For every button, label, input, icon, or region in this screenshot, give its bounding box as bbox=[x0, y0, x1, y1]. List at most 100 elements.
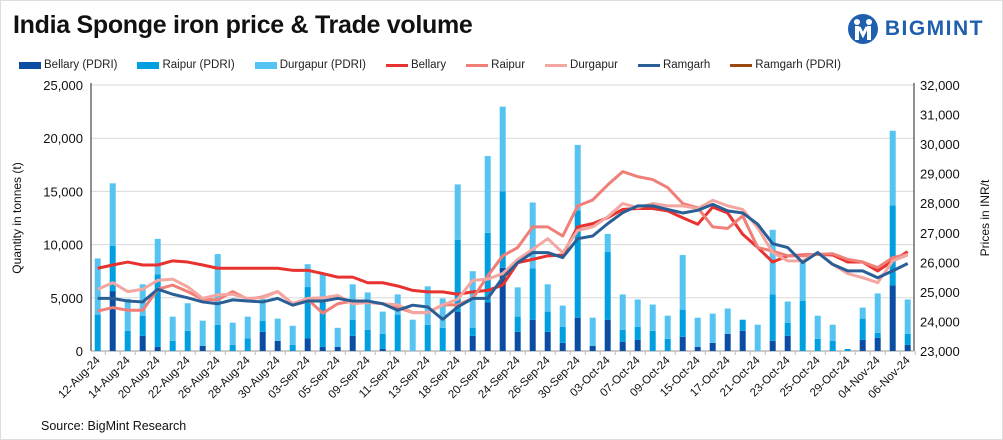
legend-label: Bellary bbox=[410, 59, 447, 71]
chart-title: India Sponge iron price & Trade volume bbox=[13, 11, 473, 39]
bigmint-logo-icon bbox=[847, 14, 878, 44]
legend-item: Durgapur bbox=[545, 59, 618, 71]
bar-durgapur-pdri bbox=[214, 254, 221, 325]
y-right-tick-label: 29,000 bbox=[920, 167, 960, 182]
bar-raipur-pdri bbox=[454, 239, 461, 312]
legend-swatch bbox=[637, 63, 660, 67]
bar-bellary-pdri bbox=[304, 338, 311, 351]
bar-durgapur-pdri bbox=[439, 298, 446, 328]
bar-bellary-pdri bbox=[739, 330, 746, 351]
bar-bellary-pdri bbox=[679, 336, 686, 351]
legend-label: Ramgarh (PDRI) bbox=[755, 59, 841, 71]
line-durgapur bbox=[97, 198, 909, 315]
bar-durgapur-pdri bbox=[379, 311, 386, 334]
bar-raipur-pdri bbox=[904, 333, 911, 345]
legend-swatch bbox=[466, 63, 489, 67]
bar-raipur-pdri bbox=[679, 309, 686, 337]
bar-raipur-pdri bbox=[844, 348, 851, 351]
bar-raipur-pdri bbox=[184, 330, 191, 351]
bar-durgapur-pdri bbox=[604, 233, 611, 253]
legend-swatch bbox=[545, 63, 568, 67]
bar-raipur-pdri bbox=[574, 210, 581, 318]
bar-durgapur-pdri bbox=[574, 144, 581, 211]
bar-bellary-pdri bbox=[574, 317, 581, 351]
bar-durgapur-pdri bbox=[799, 262, 806, 301]
bar-bellary-pdri bbox=[769, 340, 776, 351]
bar-raipur-pdri bbox=[244, 338, 251, 351]
bar-durgapur-pdri bbox=[184, 303, 191, 331]
y-right-tick-label: 28,000 bbox=[920, 196, 960, 211]
legend-label: Ramgarh bbox=[662, 59, 711, 71]
bar-bellary-pdri bbox=[454, 311, 461, 351]
bar-raipur-pdri bbox=[319, 300, 326, 347]
bar-durgapur-pdri bbox=[754, 324, 761, 351]
bar-durgapur-pdri bbox=[169, 316, 176, 341]
bar-durgapur-pdri bbox=[529, 202, 536, 269]
y-right-tick-label: 27,000 bbox=[920, 226, 960, 241]
line-bellary bbox=[97, 205, 909, 296]
legend-swatch bbox=[137, 61, 160, 69]
bar-bellary-pdri bbox=[139, 335, 146, 351]
bar-raipur-pdri bbox=[349, 319, 356, 336]
bar-durgapur-pdri bbox=[694, 317, 701, 347]
bar-durgapur-pdri bbox=[874, 293, 881, 333]
bar-durgapur-pdri bbox=[649, 304, 656, 331]
bar-raipur-pdri bbox=[214, 324, 221, 351]
bar-durgapur-pdri bbox=[454, 184, 461, 240]
bar-durgapur-pdri bbox=[154, 238, 161, 275]
bar-raipur-pdri bbox=[124, 330, 131, 351]
bar-bellary-pdri bbox=[724, 333, 731, 351]
bar-raipur-pdri bbox=[604, 252, 611, 320]
legend-item: Bellary (PDRI) bbox=[19, 59, 117, 71]
bar-durgapur-pdri bbox=[304, 264, 311, 288]
y-right-tick-label: 32,000 bbox=[920, 78, 960, 93]
legend-label: Raipur (PDRI) bbox=[162, 59, 235, 71]
legend: Bellary (PDRI) Raipur (PDRI) Durgapur (PDR… bbox=[19, 59, 861, 71]
legend-label: Raipur bbox=[491, 59, 526, 71]
y-left-tick-label: 10,000 bbox=[43, 238, 83, 253]
legend-item: Ramgarh bbox=[637, 59, 711, 71]
bar-raipur-pdri bbox=[229, 344, 236, 351]
bar-durgapur-pdri bbox=[559, 305, 566, 327]
bar-raipur-pdri bbox=[289, 344, 296, 351]
y-left-tick-label: 25,000 bbox=[43, 78, 83, 93]
bar-raipur-pdri bbox=[619, 329, 626, 342]
bar-raipur-pdri bbox=[364, 329, 371, 351]
bar-raipur-pdri bbox=[739, 319, 746, 331]
bar-durgapur-pdri bbox=[229, 322, 236, 345]
legend-swatch bbox=[19, 61, 41, 69]
y-left-tick-label: 0 bbox=[76, 344, 83, 359]
bar-bellary-pdri bbox=[334, 346, 341, 351]
bar-raipur-pdri bbox=[649, 330, 656, 351]
bar-durgapur-pdri bbox=[274, 318, 281, 341]
bar-raipur-pdri bbox=[109, 245, 116, 292]
bar-durgapur-pdri bbox=[289, 325, 296, 345]
bar-bellary-pdri bbox=[784, 335, 791, 351]
bar-bellary-pdri bbox=[589, 345, 596, 351]
bar-durgapur-pdri bbox=[619, 294, 626, 330]
legend-item: Raipur (PDRI) bbox=[137, 59, 235, 71]
bar-raipur-pdri bbox=[889, 205, 896, 286]
bar-raipur-pdri bbox=[634, 326, 641, 340]
bar-bellary-pdri bbox=[619, 341, 626, 351]
bar-bellary-pdri bbox=[859, 339, 866, 351]
bar-bellary-pdri bbox=[529, 319, 536, 351]
source-note: Source: BigMint Research bbox=[41, 419, 187, 433]
bar-durgapur-pdri bbox=[499, 106, 506, 192]
bar-durgapur-pdri bbox=[109, 183, 116, 246]
bar-durgapur-pdri bbox=[784, 301, 791, 323]
legend-label: Durgapur bbox=[570, 59, 618, 71]
bar-raipur-pdri bbox=[469, 327, 476, 336]
bar-durgapur-pdri bbox=[364, 292, 371, 330]
bigmint-logo: BIGMINT bbox=[847, 13, 984, 45]
bar-raipur-pdri bbox=[484, 232, 491, 303]
logo-text: BIGMINT bbox=[884, 17, 984, 40]
bar-durgapur-pdri bbox=[259, 298, 266, 321]
y-right-axis-title: Prices in INR/t bbox=[978, 179, 992, 256]
bar-durgapur-pdri bbox=[709, 313, 716, 343]
y-left-axis-title: Quantity in tonnes (t) bbox=[10, 162, 24, 273]
bar-durgapur-pdri bbox=[814, 315, 821, 339]
bar-durgapur-pdri bbox=[484, 156, 491, 233]
